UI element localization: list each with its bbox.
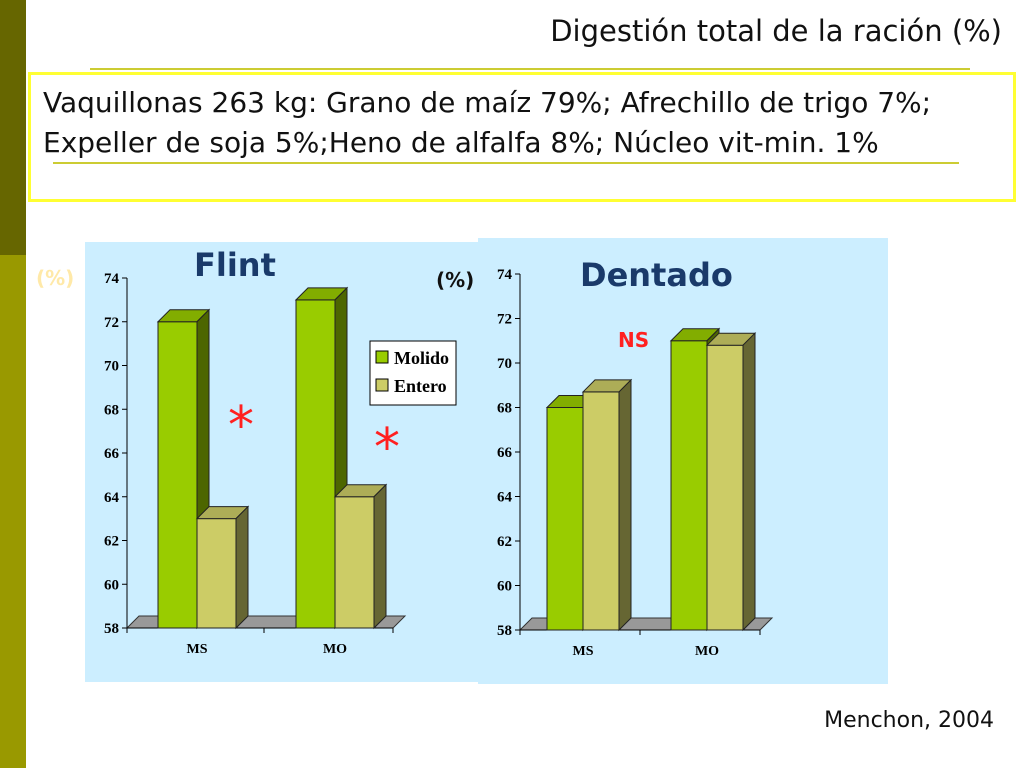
flint-mo-significance: * <box>374 418 400 478</box>
sidebar-segment <box>0 510 26 768</box>
bar-side <box>235 505 249 630</box>
y-tick-label: 64 <box>497 490 513 506</box>
sidebar-stripe <box>0 0 26 768</box>
y-tick-label: 66 <box>497 445 513 461</box>
y-tick-label: 60 <box>497 579 512 595</box>
x-label-mo: MO <box>323 642 347 657</box>
y-tick-label: 70 <box>497 356 512 372</box>
y-tick-label: 62 <box>104 534 119 550</box>
flint-chart: 58 60 62 64 66 68 70 72 74 MS MO Molido Entero <box>104 271 457 657</box>
y-tick-label: 58 <box>497 623 512 639</box>
legend: Molido Entero <box>369 340 457 406</box>
y-tick-label: 74 <box>104 271 120 287</box>
sidebar-segment <box>0 0 26 255</box>
y-tick-label: 68 <box>497 401 512 417</box>
dentado-chart: 58 60 62 64 66 68 70 72 74 MS MO <box>497 267 774 659</box>
bar-front <box>706 344 744 631</box>
title-underline <box>90 68 970 70</box>
dentado-ylabel: (%) <box>436 268 475 292</box>
bar-front <box>670 340 708 631</box>
y-tick-label: 66 <box>104 446 120 462</box>
legend-label-entero: Entero <box>394 376 447 396</box>
bar-front <box>334 496 375 629</box>
bar-side <box>742 331 756 632</box>
source-citation: Menchon, 2004 <box>824 708 994 733</box>
bar-front <box>546 407 584 631</box>
x-label-mo: MO <box>695 644 719 659</box>
y-tick-label: 60 <box>104 577 119 593</box>
y-tick-label: 74 <box>497 267 513 283</box>
y-tick-label: 70 <box>104 359 119 375</box>
bar-front <box>295 299 336 629</box>
flint-title: Flint <box>194 246 276 284</box>
legend-swatch-entero <box>375 378 389 392</box>
bar-side <box>373 483 387 630</box>
dentado-title: Dentado <box>580 256 733 294</box>
flint-ylabel: (%) <box>36 266 75 290</box>
dentado-ns-label: NS <box>618 328 650 352</box>
bar-front <box>157 321 198 629</box>
slide-title: Digestión total de la ración (%) <box>550 14 1002 48</box>
bar-front <box>582 391 620 631</box>
info-underline <box>53 162 959 164</box>
bar-side <box>618 378 632 632</box>
info-text: Vaquillonas 263 kg: Grano de maíz 79%; A… <box>43 86 932 159</box>
flint-ms-significance: * <box>228 396 254 456</box>
bar-ms-entero <box>581 378 633 632</box>
x-label-ms: MS <box>573 644 594 659</box>
y-tick-label: 62 <box>497 534 512 550</box>
y-tick-label: 58 <box>104 621 119 637</box>
legend-swatch-molido <box>375 350 389 364</box>
legend-label-molido: Molido <box>394 348 449 368</box>
y-tick-label: 64 <box>104 490 120 506</box>
info-box: Vaquillonas 263 kg: Grano de maíz 79%; A… <box>28 72 1016 202</box>
y-tick-label: 72 <box>497 312 512 328</box>
bar-ms-entero <box>195 505 250 630</box>
y-tick-label: 72 <box>104 315 119 331</box>
flint-panel <box>85 242 480 682</box>
bar-mo-entero <box>705 331 757 632</box>
sidebar-segment <box>0 255 26 510</box>
bar-mo-molido <box>294 286 349 630</box>
y-tick-label: 68 <box>104 402 119 418</box>
bar-mo-entero <box>333 483 388 630</box>
bar-front <box>196 518 237 629</box>
x-label-ms: MS <box>187 642 208 657</box>
